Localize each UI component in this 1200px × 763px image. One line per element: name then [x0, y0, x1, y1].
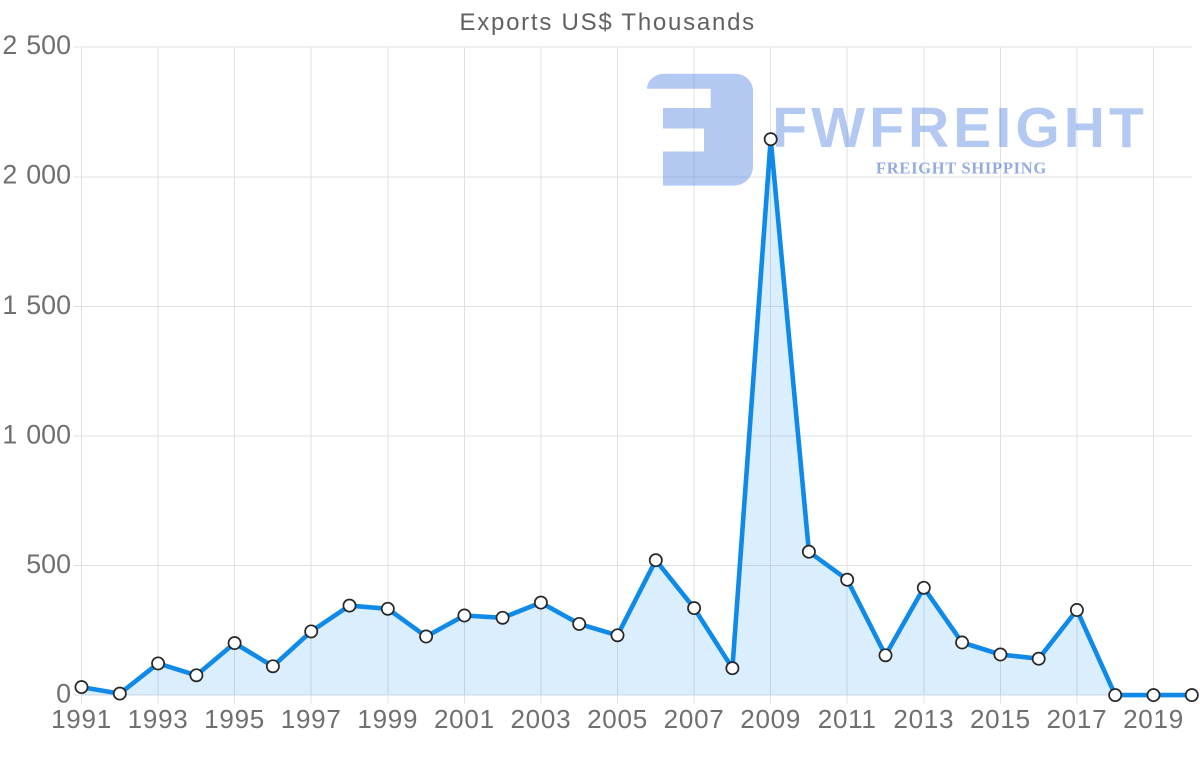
- svg-text:1993: 1993: [128, 704, 189, 734]
- svg-text:2009: 2009: [740, 704, 801, 734]
- svg-text:500: 500: [26, 549, 71, 579]
- svg-text:2001: 2001: [434, 704, 495, 734]
- svg-text:1999: 1999: [357, 704, 418, 734]
- svg-text:0: 0: [56, 679, 71, 709]
- svg-text:2 500: 2 500: [2, 30, 71, 60]
- svg-text:2015: 2015: [970, 704, 1031, 734]
- svg-text:2017: 2017: [1046, 704, 1107, 734]
- svg-text:2019: 2019: [1123, 704, 1184, 734]
- svg-text:1991: 1991: [51, 704, 112, 734]
- svg-text:1995: 1995: [204, 704, 265, 734]
- svg-text:2005: 2005: [587, 704, 648, 734]
- svg-text:2007: 2007: [664, 704, 725, 734]
- svg-text:2011: 2011: [818, 704, 877, 734]
- svg-text:2 000: 2 000: [2, 160, 71, 190]
- svg-text:1 000: 1 000: [2, 419, 71, 449]
- svg-text:2013: 2013: [893, 704, 954, 734]
- svg-text:FWFREIGHT: FWFREIGHT: [772, 96, 1148, 160]
- svg-text:Exports US$ Thousands: Exports US$ Thousands: [459, 9, 755, 36]
- svg-text:FREIGHT SHIPPING: FREIGHT SHIPPING: [876, 159, 1047, 178]
- svg-text:1997: 1997: [281, 704, 342, 734]
- svg-text:2003: 2003: [510, 704, 571, 734]
- svg-text:1 500: 1 500: [2, 290, 71, 320]
